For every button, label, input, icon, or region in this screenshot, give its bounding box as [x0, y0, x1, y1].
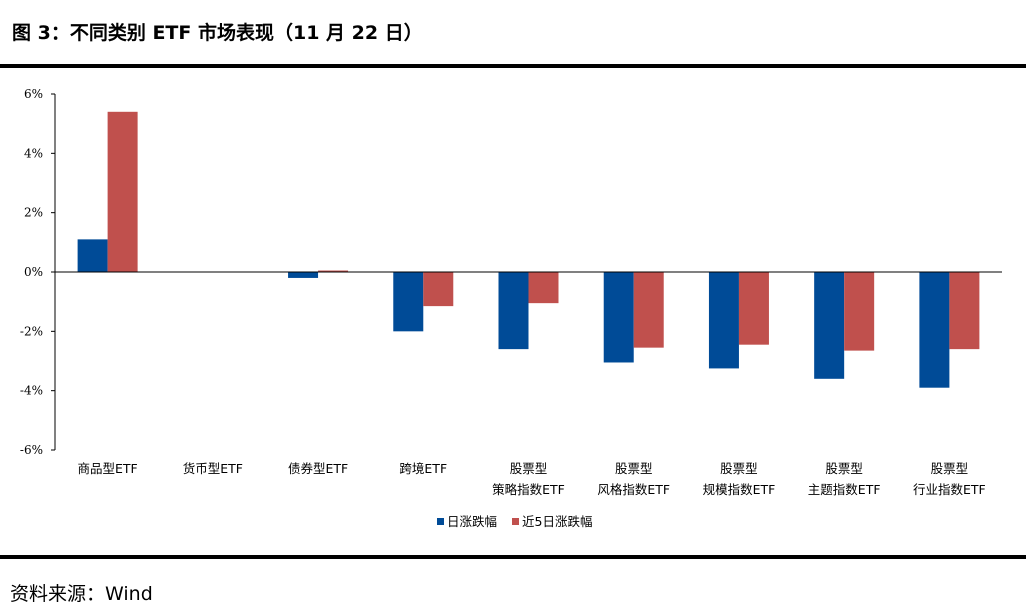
legend-label-five-day: 近5日涨跌幅: [522, 514, 592, 529]
bar-daily-3: [393, 272, 424, 332]
y-tick-label: 6%: [24, 87, 43, 101]
y-tick-label: 2%: [24, 206, 43, 220]
y-tick-label: -4%: [20, 384, 43, 398]
category-label: 股票型: [615, 461, 653, 476]
category-label: 行业指数ETF: [913, 482, 986, 497]
category-label: 股票型: [510, 461, 548, 476]
bar-five-day-6: [738, 272, 769, 345]
bar-five-day-7: [844, 272, 875, 351]
bar-daily-6: [708, 272, 739, 369]
source-note: 资料来源：Wind: [10, 583, 153, 605]
category-label: 股票型: [825, 461, 863, 476]
bar-five-day-2: [318, 270, 349, 272]
legend-swatch-daily: [437, 518, 444, 525]
y-tick-label: -6%: [20, 443, 43, 457]
bar-five-day-3: [423, 272, 454, 307]
figure-title: 图 3：不同类别 ETF 市场表现（11 月 22 日）: [12, 22, 423, 44]
category-label: 货币型ETF: [183, 461, 243, 476]
bar-daily-2: [288, 272, 319, 278]
bottom-rule: [0, 555, 1026, 559]
bar-daily-5: [603, 272, 634, 363]
top-rule: [0, 64, 1026, 68]
bar-daily-4: [498, 272, 529, 350]
category-label: 策略指数ETF: [492, 482, 565, 497]
y-tick-label: 4%: [24, 146, 43, 160]
category-label: 主题指数ETF: [808, 482, 881, 497]
category-label: 股票型: [931, 461, 969, 476]
bar-daily-0: [77, 239, 108, 272]
bar-five-day-4: [528, 272, 559, 304]
category-label: 债券型ETF: [288, 461, 348, 476]
y-tick-label: -2%: [20, 324, 43, 338]
bar-five-day-5: [633, 272, 664, 348]
category-label: 风格指数ETF: [597, 482, 670, 497]
category-label: 股票型: [720, 461, 758, 476]
category-label: 商品型ETF: [77, 461, 137, 476]
category-label: 跨境ETF: [399, 461, 447, 476]
etf-performance-chart: 6% 4% 2% 0% -2% -4% -6% 商品型ETF 货币型ETF 债券型ETF 跨境ETF…: [20, 87, 1002, 529]
bar-five-day-0: [107, 111, 138, 272]
legend-label-daily: 日涨跌幅: [447, 514, 497, 529]
y-tick-label: 0%: [24, 265, 43, 279]
legend-swatch-five-day: [512, 518, 519, 525]
bar-daily-7: [814, 272, 845, 379]
category-label: 规模指数ETF: [703, 482, 776, 497]
bar-five-day-8: [949, 272, 980, 350]
bar-daily-8: [919, 272, 950, 388]
